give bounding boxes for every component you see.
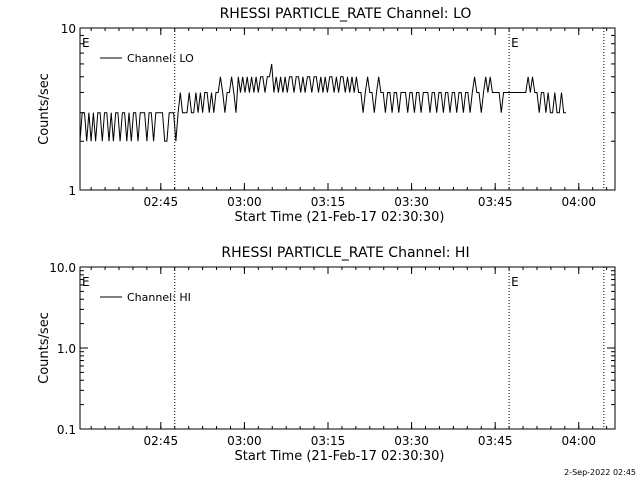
chart-title: RHESSI PARTICLE_RATE Channel: LO (220, 6, 472, 22)
x-tick-label: 04:00 (561, 434, 596, 448)
x-tick-label: 03:00 (227, 195, 262, 209)
y-tick-label: 10.0 (49, 261, 76, 275)
legend-label: Channel: LO (127, 52, 194, 65)
series-line (79, 63, 566, 142)
event-marker-label: E (82, 275, 90, 289)
chart-panel-hi: RHESSI PARTICLE_RATE Channel: HI 02:45 03:… (37, 245, 616, 464)
event-marker-label: E (511, 275, 519, 289)
x-axis-label: Start Time (21-Feb-17 02:30:30) (235, 210, 445, 225)
chart-title: RHESSI PARTICLE_RATE Channel: HI (221, 245, 469, 261)
footer-timestamp: 2-Sep-2022 02:45 (564, 468, 636, 477)
x-tick-label: 03:45 (478, 195, 513, 209)
x-tick-label: 03:30 (394, 195, 429, 209)
x-tick-label: 03:45 (478, 434, 513, 448)
chart-panel-lo: RHESSI PARTICLE_RATE Channel: LO 02:45 03:… (37, 6, 616, 225)
x-tick-label: 03:00 (227, 434, 262, 448)
y-tick-label: 10 (61, 22, 76, 36)
event-marker-label: E (511, 36, 519, 50)
plot-frame (79, 27, 616, 191)
y-tick-label: 0.1 (57, 423, 76, 437)
y-tick-label: 1 (68, 184, 76, 198)
x-tick-label: 03:15 (311, 434, 346, 448)
x-tick-label: 03:30 (394, 434, 429, 448)
x-tick-label: 04:00 (561, 195, 596, 209)
y-axis-label: Counts/sec (37, 312, 52, 384)
x-tick-label: 03:15 (311, 195, 346, 209)
y-tick-label: 1.0 (57, 342, 76, 356)
x-axis-label: Start Time (21-Feb-17 02:30:30) (235, 449, 445, 464)
legend-label: Channel: HI (127, 291, 191, 304)
x-tick-label: 02:45 (144, 434, 179, 448)
x-tick-label: 02:45 (144, 195, 179, 209)
event-marker-label: E (82, 36, 90, 50)
y-axis-label: Counts/sec (37, 73, 52, 145)
